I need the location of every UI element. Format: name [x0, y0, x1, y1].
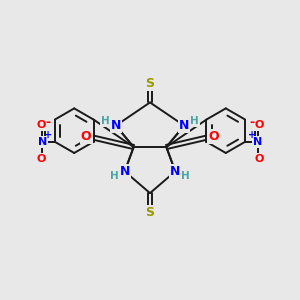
Text: N: N	[119, 165, 130, 178]
Text: H: H	[181, 171, 190, 181]
Text: -: -	[250, 116, 255, 129]
Text: -: -	[45, 116, 50, 129]
Text: O: O	[36, 120, 46, 130]
Text: N: N	[111, 119, 121, 132]
Text: H: H	[101, 116, 110, 126]
Text: O: O	[36, 154, 46, 164]
Text: S: S	[146, 206, 154, 219]
Text: O: O	[254, 120, 264, 130]
Text: O: O	[208, 130, 219, 143]
Text: H: H	[110, 171, 119, 181]
Text: O: O	[254, 154, 264, 164]
Text: N: N	[170, 165, 181, 178]
Text: N: N	[179, 119, 189, 132]
Text: +: +	[44, 130, 52, 140]
Text: S: S	[146, 76, 154, 90]
Text: H: H	[190, 116, 199, 126]
Text: O: O	[81, 130, 92, 143]
Text: N: N	[253, 137, 262, 147]
Text: N: N	[38, 137, 47, 147]
Text: +: +	[248, 130, 256, 140]
